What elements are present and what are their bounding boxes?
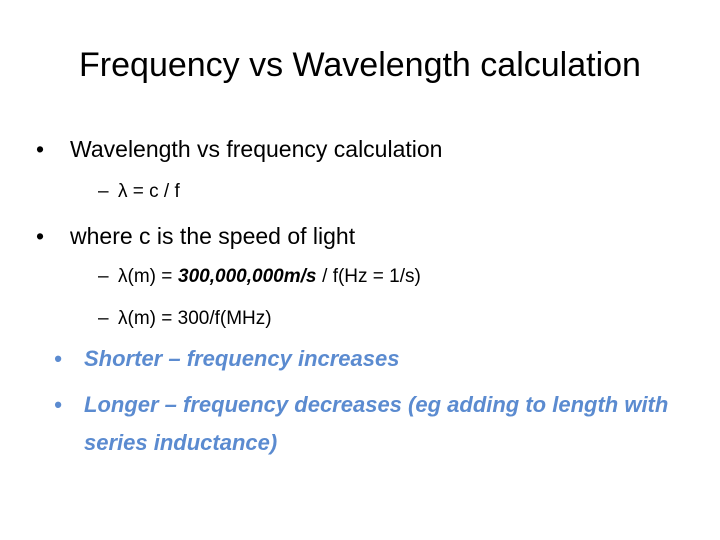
text-part-emphasis: 300,000,000m/s <box>178 266 317 287</box>
bullet: • Longer – frequency decreases (eg addin… <box>54 386 694 462</box>
text-part: λ(m) = 300/f(MHz) <box>118 308 272 329</box>
bullet-text: Wavelength vs frequency calculation <box>70 136 443 162</box>
subitem: – λ(m) = 300/f(MHz) <box>98 308 272 330</box>
text-part: / f(Hz = 1/s) <box>322 266 421 287</box>
text-part: λ = c / f <box>118 181 180 202</box>
bullet: • where c is the speed of light <box>36 223 696 250</box>
bullet: • Shorter – frequency increases <box>54 346 694 372</box>
dash: – <box>98 308 109 329</box>
subitem-text: λ(m) = 300/f(MHz) <box>118 308 272 330</box>
subitem-text: λ = c / f <box>118 181 180 203</box>
bullet-text: Longer – frequency decreases (eg adding … <box>84 392 669 455</box>
bullet-text: Shorter – frequency increases <box>84 346 400 371</box>
text-part: λ(m) = <box>118 266 173 287</box>
subitem: – λ(m) = 300,000,000m/s / f(Hz = 1/s) <box>98 266 421 288</box>
bullet-dot: • <box>36 136 45 162</box>
subitem-text: λ(m) = 300,000,000m/s / f(Hz = 1/s) <box>118 266 421 288</box>
bullet: • Wavelength vs frequency calculation <box>36 136 696 163</box>
bullet-dot: • <box>36 223 45 249</box>
bullet-dot: • <box>54 392 62 417</box>
slide-title: Frequency vs Wavelength calculation <box>79 46 641 84</box>
bullet-text: where c is the speed of light <box>70 223 356 249</box>
dash: – <box>98 266 109 287</box>
bullet-dot: • <box>54 346 62 371</box>
dash: – <box>98 181 109 202</box>
subitem: – λ = c / f <box>98 181 180 203</box>
